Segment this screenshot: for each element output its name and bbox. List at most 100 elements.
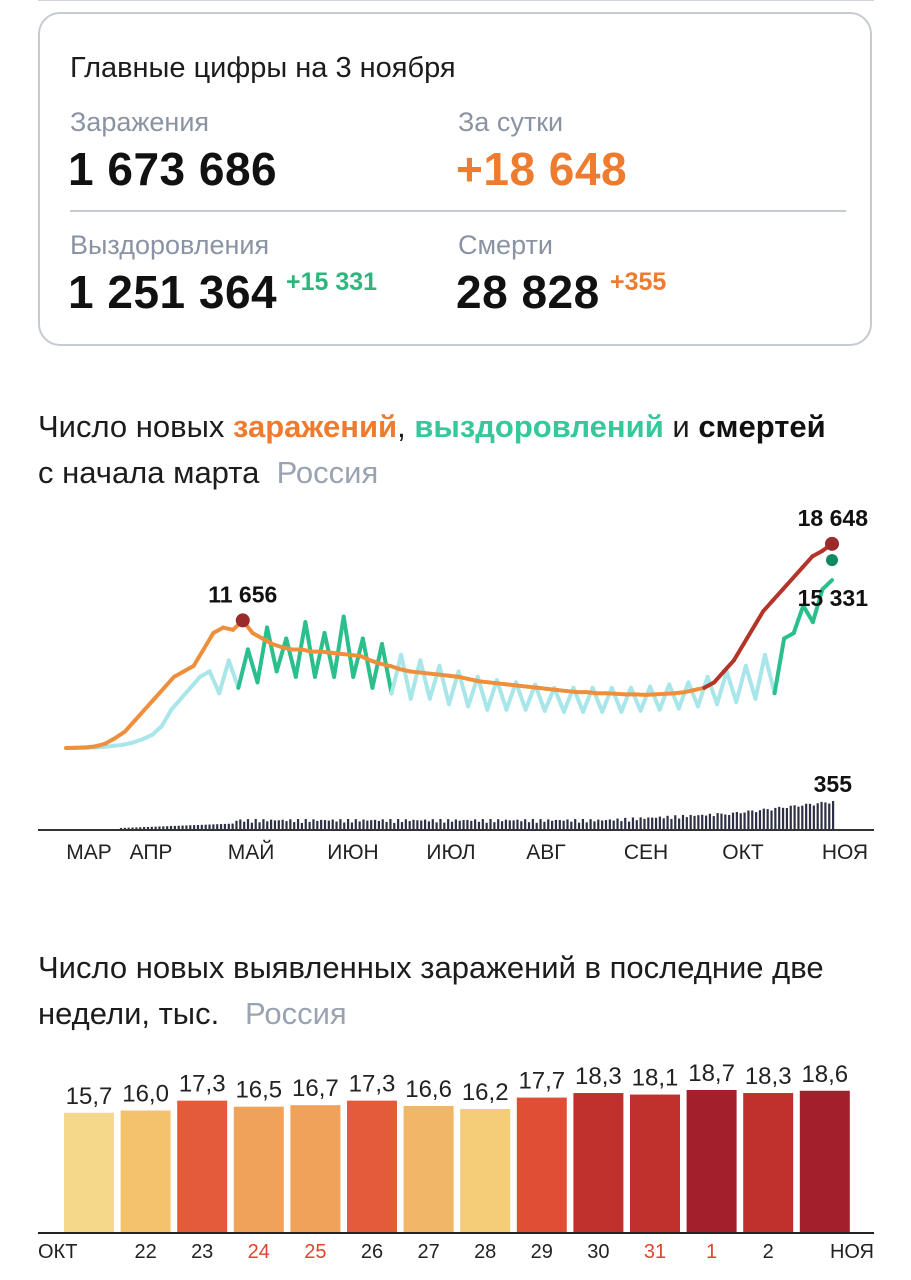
recoveries-last-label: 15 331 (798, 585, 869, 611)
deaths-bar (778, 806, 781, 829)
deaths-bar (616, 818, 619, 829)
deaths-bar (551, 820, 554, 829)
recoveries-segment (217, 658, 231, 696)
recoveries-segment (408, 658, 423, 701)
deaths-bar (735, 811, 738, 829)
deaths-bar (689, 814, 692, 829)
bar-date-label: 22 (134, 1241, 156, 1263)
deaths-bar (793, 805, 796, 829)
bar (460, 1108, 511, 1232)
deaths-bar (828, 803, 831, 829)
deaths-bar (320, 819, 323, 829)
recoveries-segment (628, 685, 643, 713)
deaths-bar (127, 827, 130, 829)
deaths-bar (470, 820, 473, 829)
deaths-bar (535, 822, 538, 829)
deaths-bar (400, 822, 404, 829)
deaths-bar (227, 823, 230, 829)
deaths-bar (193, 825, 196, 829)
bar-date-label: 29 (531, 1241, 553, 1263)
deaths-bar (212, 824, 215, 829)
deaths-bar (196, 824, 200, 829)
deaths-bar (674, 815, 677, 829)
deaths-bar (474, 819, 477, 829)
infections-peak-marker (235, 613, 250, 628)
deaths-bar (204, 824, 207, 829)
deaths-bar (181, 825, 184, 829)
bar-value-label: 18,3 (575, 1063, 622, 1090)
recoveries-segment (724, 669, 739, 705)
chart2-heading-line1: Число новых выявленных заражений в после… (38, 950, 824, 985)
recoveries-segment (609, 685, 624, 714)
recoveries-segment (715, 669, 729, 707)
bar (630, 1094, 680, 1232)
bar-date-label: 1 (706, 1241, 717, 1263)
deaths-bar (354, 819, 357, 829)
deaths-bar (166, 826, 169, 829)
recoveries-segment (332, 614, 346, 679)
deaths-bar (512, 820, 515, 829)
deaths-bar (824, 802, 827, 829)
infections-segment (731, 642, 746, 663)
deaths-bar (358, 821, 361, 829)
recoveries-segment (427, 663, 442, 701)
deaths-bar (266, 821, 269, 829)
deaths-bar (808, 803, 812, 829)
recoveries-segment (370, 642, 384, 690)
deaths-bar (670, 818, 673, 829)
chart2-heading: Число новых выявленных заражений в после… (38, 945, 824, 1037)
deaths-bar (362, 819, 365, 829)
recoveries-last-marker (826, 554, 838, 567)
daily-cases-line-chart: 11 656 18 648 15 331 355 МАР АПР МАЙ ИЮН ИЮЛ АВГ С… (38, 505, 874, 864)
deaths-bar (497, 819, 500, 829)
deaths-bar (731, 812, 735, 829)
bar (686, 1090, 737, 1232)
deaths-bar (685, 817, 688, 829)
deaths-bar (781, 807, 785, 829)
bar-date-label: 23 (191, 1241, 213, 1263)
recoveries-segment (657, 682, 672, 712)
bar (233, 1106, 284, 1232)
recoveries-segment (437, 663, 451, 707)
daily-value: +18 648 (456, 143, 628, 195)
deaths-last-label: 355 (814, 771, 853, 797)
infections-segment (162, 674, 177, 690)
bar-value-label: 16,2 (462, 1079, 509, 1106)
deaths-bar (612, 820, 615, 829)
deaths-bar (304, 819, 307, 829)
deaths-bar (805, 803, 808, 829)
deaths-bar (577, 822, 581, 829)
summary-title: Главные цифры на 3 ноября (70, 52, 456, 84)
bar (177, 1100, 228, 1232)
deaths-bar (589, 819, 592, 829)
deaths-bar (562, 820, 565, 829)
deaths-bar (262, 819, 265, 829)
deaths-bar (366, 820, 369, 829)
deaths-bar (789, 805, 792, 829)
deaths-bar (539, 819, 542, 829)
deaths-bar (681, 814, 685, 829)
deaths-bar (435, 822, 438, 829)
deaths-bar (762, 808, 765, 829)
bar-value-label: 18,7 (688, 1060, 735, 1087)
recoveries-segment (150, 724, 164, 737)
deaths-bar (131, 827, 134, 829)
recoveries-label: Выздоровления (70, 230, 270, 260)
deaths-bar (216, 824, 219, 829)
summary-separator (70, 210, 846, 212)
deaths-bar (142, 827, 146, 829)
infections-segment (122, 718, 137, 734)
recoveries-segment (226, 658, 241, 690)
deaths-bar (431, 819, 434, 829)
recoveries-segment (274, 636, 289, 674)
bar (347, 1100, 397, 1232)
infections-value: 1 673 686 (68, 143, 278, 195)
deaths-bar (447, 819, 450, 829)
deaths-bar (520, 821, 523, 829)
recoveries-segment (255, 625, 270, 685)
deaths-bar (654, 817, 658, 829)
deaths-bar (146, 826, 150, 829)
recoveries-segment (695, 674, 710, 709)
deaths-bar (766, 809, 769, 829)
bar-date-label: 2 (763, 1241, 774, 1263)
